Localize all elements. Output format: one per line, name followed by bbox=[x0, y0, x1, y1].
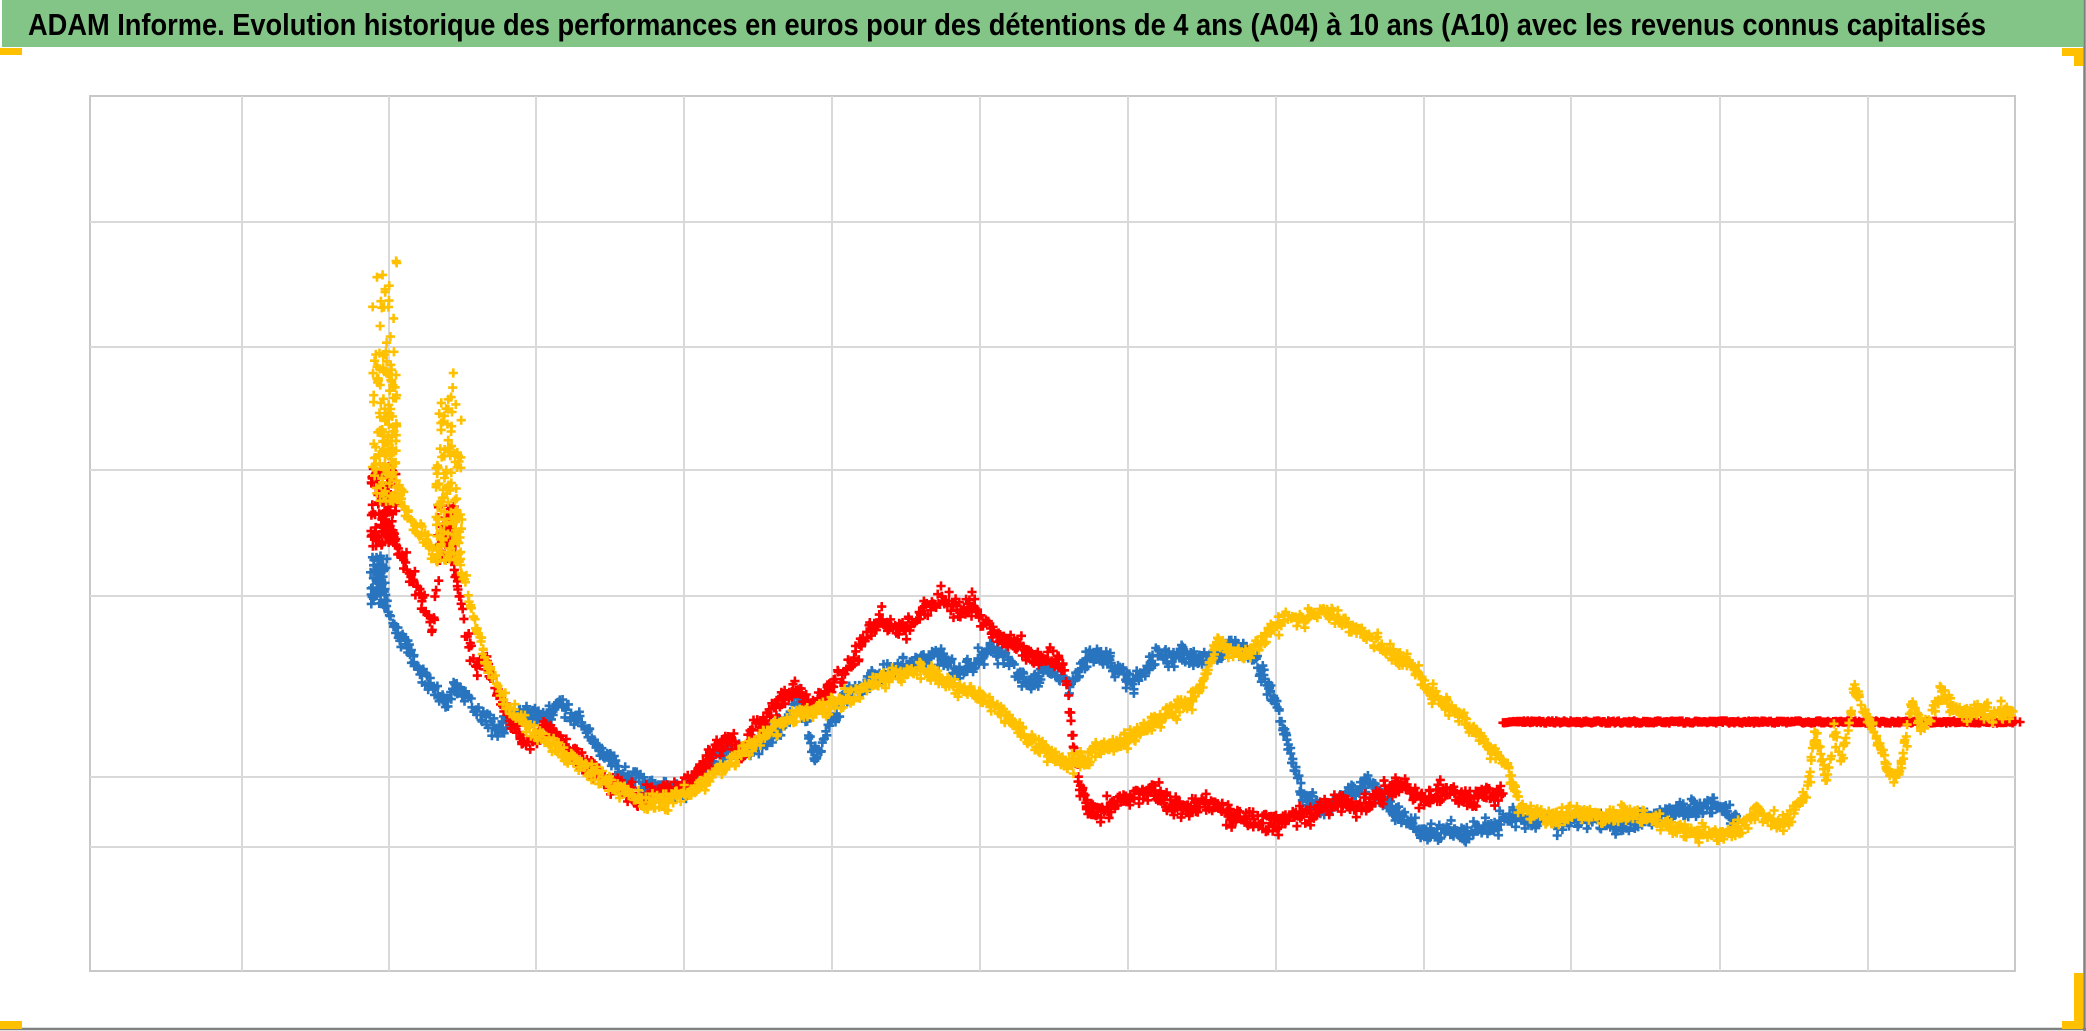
selection-corner-top-left-icon bbox=[0, 48, 22, 55]
scatter-series bbox=[366, 256, 2025, 848]
selection-corner-bottom-right-icon bbox=[2062, 1021, 2083, 1029]
selection-corner-bottom-right-icon bbox=[2074, 973, 2083, 1021]
selection-corner-bottom-left-icon bbox=[0, 1021, 22, 1029]
title-bar-bg bbox=[2, 0, 2083, 47]
plot-area[interactable] bbox=[89, 95, 2016, 972]
selection-corner-top-right-icon bbox=[2062, 48, 2083, 56]
selection-corner-top-right-icon bbox=[2074, 48, 2083, 66]
selection-corners bbox=[0, 48, 2083, 1029]
series-yellow bbox=[367, 256, 2018, 848]
page-title: ADAM Informe. Evolution historique des p… bbox=[28, 7, 1986, 42]
gridlines bbox=[90, 96, 2015, 971]
title-bar[interactable]: ADAM Informe. Evolution historique des p… bbox=[2, 0, 2083, 47]
chart[interactable] bbox=[89, 95, 2025, 972]
